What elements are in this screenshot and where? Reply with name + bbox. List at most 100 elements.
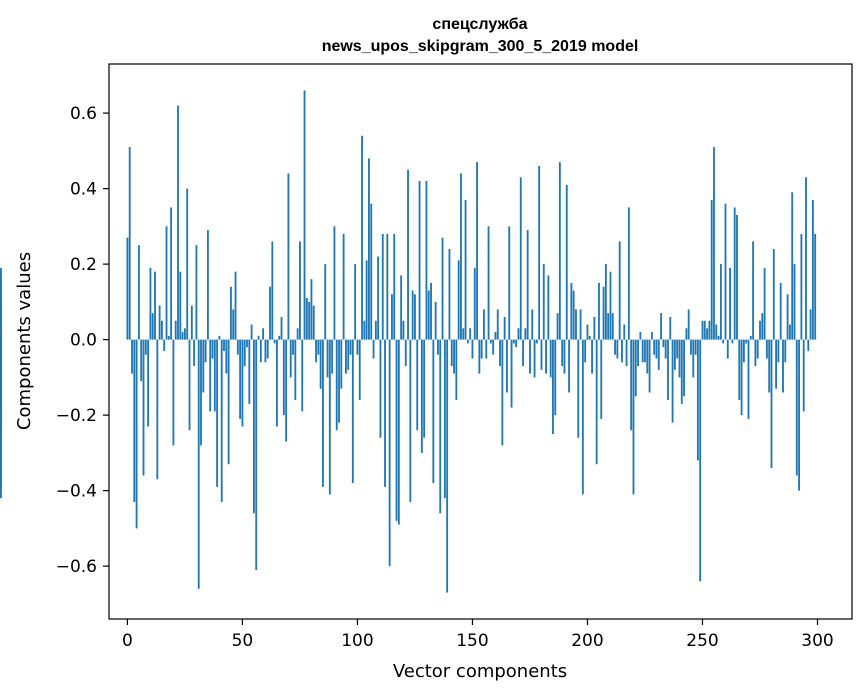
bar-86 (324, 264, 327, 340)
bar-132 (430, 282, 432, 340)
bar-216 (623, 324, 626, 340)
bar-185 (552, 339, 554, 434)
bar-124 (411, 290, 414, 340)
chart-subtitle: news_upos_skipgram_300_5_2019 model (322, 38, 639, 55)
x-tick-label: 0 (122, 631, 133, 651)
bar-231 (657, 339, 660, 370)
bar-224 (641, 339, 644, 363)
bar-67 (280, 316, 283, 340)
bar-232 (660, 313, 662, 340)
bar-61 (266, 339, 269, 359)
bar-284 (779, 282, 782, 340)
bar-214 (618, 241, 621, 340)
bar-122 (407, 169, 409, 340)
bar-152 (476, 162, 478, 340)
bar-174 (526, 230, 529, 340)
y-tick-label: −0.2 (56, 406, 97, 426)
bar-51 (243, 339, 246, 367)
bar-155 (483, 309, 485, 340)
bar-244 (687, 309, 690, 340)
bar-109 (377, 256, 380, 340)
bar-39 (216, 339, 219, 487)
bar-275 (759, 320, 761, 340)
bar-160 (494, 332, 497, 340)
bar-12 (154, 271, 156, 340)
bar-75 (299, 241, 301, 340)
bar-63 (271, 241, 274, 340)
bar-23 (179, 271, 182, 340)
bar-27 (188, 339, 191, 431)
bar-139 (446, 339, 449, 593)
bar-178 (535, 339, 538, 344)
y-tick-label: −0.4 (56, 482, 97, 502)
x-tick-label: 100 (341, 631, 373, 651)
bar-70 (287, 173, 290, 340)
bar-150 (471, 339, 474, 359)
bar-77 (303, 90, 306, 340)
bar-195 (575, 309, 577, 340)
bar-105 (368, 158, 370, 340)
bar-299 (814, 233, 817, 340)
bar-7 (142, 339, 145, 476)
bar-228 (650, 332, 653, 340)
bar-288 (788, 324, 791, 340)
bar-81 (312, 305, 315, 340)
bar-8 (144, 339, 147, 355)
y-axis: −0.6 −0.4 −0.2 0.0 0.2 0.4 0.6 (56, 104, 109, 577)
bar-249 (699, 339, 702, 582)
bar-221 (634, 339, 637, 397)
bar-128 (420, 339, 423, 453)
bar-102 (361, 135, 363, 340)
bar-4 (135, 339, 138, 529)
bar-87 (326, 339, 329, 378)
bar-17 (165, 226, 168, 340)
bar-19 (170, 207, 173, 340)
bar-242 (683, 339, 685, 397)
bar-259 (722, 339, 725, 344)
bar-273 (754, 339, 757, 367)
bar-165 (506, 339, 508, 393)
bar-30 (195, 245, 198, 340)
bar-162 (499, 339, 501, 367)
bar-292 (798, 339, 801, 491)
bar-66 (278, 335, 281, 340)
bar-21 (174, 320, 177, 340)
bar-50 (241, 339, 244, 427)
bar-270 (747, 339, 750, 419)
bar-211 (611, 313, 614, 340)
bar-13 (156, 339, 159, 480)
bar-262 (729, 267, 731, 340)
bar-258 (719, 264, 722, 340)
bar-183 (547, 275, 550, 340)
x-tick-label: 50 (232, 631, 254, 651)
bar-11 (151, 313, 154, 340)
bar-159 (492, 339, 495, 355)
bar-235 (667, 339, 669, 401)
bar-282 (775, 339, 778, 389)
bar-163 (501, 339, 504, 446)
bar-31 (197, 339, 200, 589)
bar-82 (315, 339, 317, 363)
x-tick-label: 300 (801, 631, 833, 651)
bar-247 (694, 339, 697, 355)
bar-208 (604, 264, 607, 340)
bar-146 (462, 328, 465, 340)
bar-65 (276, 339, 278, 427)
y-tick-label: 0.6 (70, 104, 97, 124)
bar-197 (579, 309, 582, 340)
bar-191 (565, 184, 568, 340)
bar-57 (257, 335, 260, 340)
bar-243 (685, 328, 688, 340)
bar-98 (351, 339, 354, 484)
bar-133 (432, 339, 435, 484)
bar-276 (761, 313, 764, 340)
bar-88 (328, 339, 331, 495)
bar-6 (140, 339, 143, 382)
bar-110 (379, 339, 382, 438)
bar-80 (310, 279, 313, 340)
bar-227 (648, 339, 651, 393)
bar-210 (609, 271, 612, 340)
x-axis-label: Vector components (393, 661, 567, 682)
bar-251 (703, 320, 706, 340)
